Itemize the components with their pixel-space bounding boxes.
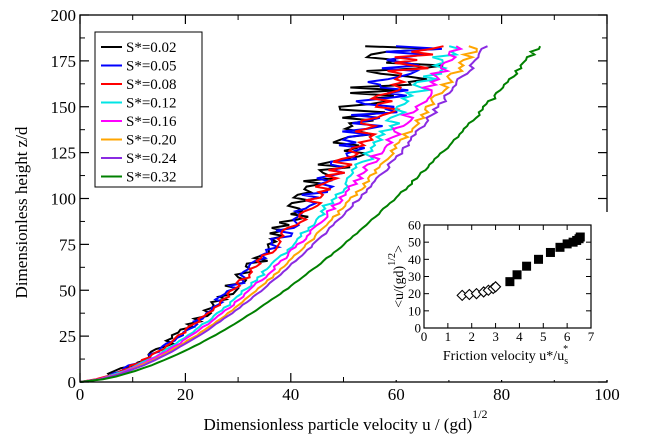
y-tick-label: 25 (59, 327, 76, 346)
inset-x-axis-title-superscript: * (563, 344, 568, 355)
inset-y-tick-label: 0 (415, 321, 422, 336)
y-tick-label: 0 (68, 373, 77, 392)
inset-point-square (562, 239, 572, 249)
inset-point-square (555, 242, 565, 252)
x-axis-title: Dimensionless particle velocity u / (gd)… (204, 407, 488, 434)
inset-y-tick-label: 20 (408, 286, 421, 301)
legend-item: S*=0.08 (101, 77, 177, 93)
y-tick-label: 75 (59, 235, 76, 254)
legend-item: S*=0.05 (101, 59, 177, 75)
y-tick-label: 150 (51, 98, 77, 117)
inset-y-axis-title-suffix: > (392, 245, 407, 253)
legend-label: S*=0.12 (126, 96, 177, 112)
inset-x-tick-label: 7 (588, 329, 595, 344)
inset-point-square (545, 247, 555, 257)
inset-point-square (505, 277, 515, 287)
y-tick-label: 100 (51, 190, 77, 209)
legend-label: S*=0.16 (126, 114, 177, 130)
inset-point-diamond (489, 281, 502, 293)
inset-y-tick-label: 60 (408, 218, 421, 233)
series-line-7 (80, 45, 542, 383)
inset-y-tick-label: 40 (408, 252, 421, 267)
inset-y-tick-label: 50 (408, 235, 421, 250)
legend-item: S*=0.12 (101, 96, 177, 112)
legend-item: S*=0.16 (101, 114, 177, 130)
legend-label: S*=0.20 (126, 133, 177, 149)
y-tick-label: 200 (51, 6, 77, 25)
legend-label: S*=0.32 (126, 170, 177, 186)
y-tick-label: 125 (51, 144, 77, 163)
series-line-5 (80, 45, 478, 383)
inset-x-tick-label: 3 (492, 329, 499, 344)
inset-point-square (534, 254, 544, 264)
legend-label: S*=0.05 (126, 59, 177, 75)
inset-x-axis-title: Friction velocity u*/us* (443, 344, 568, 367)
x-tick-label: 40 (282, 385, 299, 404)
x-axis-title-superscript: 1/2 (472, 407, 487, 421)
inset-y-axis-title-superscript: 1/2 (387, 253, 398, 266)
legend: S*=0.02 S*=0.05 S*=0.08 S*=0.12 S*=0.16 S*=0.… (94, 31, 203, 188)
series-lines (79, 45, 542, 383)
legend-label: S*=0.24 (126, 151, 177, 167)
inset-x-tick-label: 4 (516, 329, 523, 344)
x-tick-label: 0 (76, 385, 85, 404)
series-line-3 (81, 45, 464, 383)
x-tick-label: 60 (388, 385, 405, 404)
inset-point-square (522, 261, 532, 271)
inset-x-tick-label: 2 (468, 329, 475, 344)
legend-item: S*=0.20 (101, 133, 177, 149)
y-tick-label: 50 (59, 281, 76, 300)
inset-y-tick-label: 10 (408, 303, 421, 318)
legend-box (94, 31, 203, 188)
legend-label: S*=0.08 (126, 77, 177, 93)
legend-item: S*=0.32 (101, 170, 177, 186)
inset-x-tick-label: 6 (564, 329, 571, 344)
inset-x-axis-title-subscript: s (564, 356, 568, 367)
x-tick-label: 80 (493, 385, 510, 404)
inset-y-axis-title: <u/(gd)1/2> (387, 245, 407, 308)
x-tick-label: 20 (177, 385, 194, 404)
x-tick-label: 100 (594, 385, 620, 404)
inset-point-square (575, 232, 585, 242)
series-line-2 (79, 45, 444, 383)
y-axis-title: Dimensionless height z/d (12, 126, 31, 298)
series-line-6 (79, 45, 488, 383)
inset-point-square (512, 270, 522, 280)
series-line-4 (80, 45, 464, 383)
inset-x-tick-label: 1 (445, 329, 452, 344)
legend-item: S*=0.02 (101, 40, 177, 56)
inset-x-tick-label: 0 (421, 329, 428, 344)
legend-label: S*=0.02 (126, 40, 177, 56)
y-tick-label: 175 (51, 52, 77, 71)
legend-item: S*=0.24 (101, 151, 177, 167)
inset-y-axis-title-main: <u/(gd) (392, 265, 407, 307)
inset-x-tick-label: 5 (540, 329, 547, 344)
inset-y-tick-label: 30 (408, 269, 421, 284)
